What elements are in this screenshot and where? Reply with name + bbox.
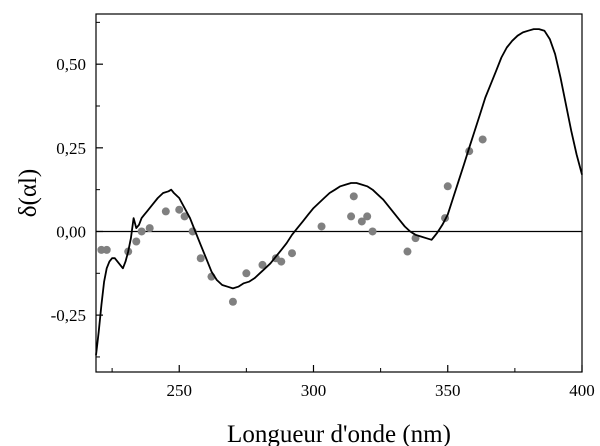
plot-frame <box>95 13 583 373</box>
scatter-point <box>132 237 141 246</box>
x-tick-label: 250 <box>166 381 192 400</box>
x-axis-title: Longueur d'onde (nm) <box>227 421 451 446</box>
y-tick-label: 0,00 <box>56 222 86 241</box>
scatter-point <box>349 192 358 201</box>
series-line <box>95 28 583 356</box>
scatter-point <box>478 135 487 144</box>
y-tick-label: 0,50 <box>56 55 86 74</box>
scatter-point <box>288 249 297 258</box>
scatter-point <box>368 227 377 236</box>
scatter-point <box>228 297 237 306</box>
scatter-point <box>102 245 111 254</box>
scatter-point <box>403 247 412 256</box>
scatter-point <box>145 224 154 233</box>
y-axis-title: δ(αl) <box>15 169 42 217</box>
scatter-point <box>242 269 251 278</box>
scatter-point <box>357 217 366 226</box>
y-axis: 0,50 0,25 0,00 -0,25 <box>51 21 103 358</box>
scatter-point <box>258 260 267 269</box>
scatter-point <box>277 257 286 266</box>
scatter-point <box>137 227 146 236</box>
x-tick-label: 400 <box>569 381 595 400</box>
scatter-point <box>175 205 184 214</box>
scatter-points <box>97 135 487 306</box>
scatter-point <box>347 212 356 221</box>
x-axis: 250 300 350 400 <box>111 365 595 400</box>
x-tick-label: 300 <box>301 381 327 400</box>
x-tick-label: 350 <box>435 381 461 400</box>
scatter-point <box>363 212 372 221</box>
scatter-point <box>180 212 189 221</box>
y-tick-label: 0,25 <box>56 139 86 158</box>
scatter-point <box>196 254 205 263</box>
scatter-point <box>161 207 170 216</box>
y-tick-label: -0,25 <box>51 306 86 325</box>
scatter-point <box>443 182 452 191</box>
scatter-point <box>317 222 326 231</box>
